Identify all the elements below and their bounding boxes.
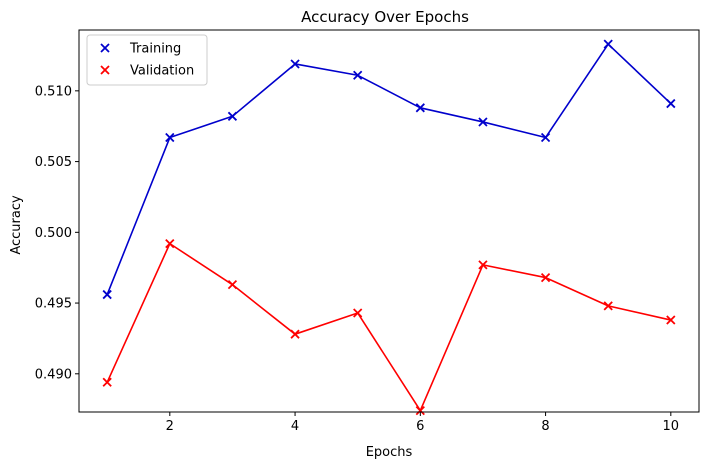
y-tick-label: 0.495 [35, 297, 72, 312]
training-legend-marker [100, 43, 110, 53]
x-axis-label: Epochs [366, 445, 413, 460]
training-point [666, 98, 676, 109]
training-legend-label: Training [129, 42, 181, 57]
legend-box [86, 34, 208, 86]
training-point [102, 289, 112, 300]
validation-series-line [106, 242, 671, 412]
training-point [290, 59, 300, 69]
validation-point [165, 239, 175, 249]
series-layer [102, 39, 676, 416]
validation-point [290, 329, 300, 339]
x-tick-label: 6 [416, 419, 424, 434]
x-tick-label: 8 [541, 419, 549, 434]
training-point [165, 132, 175, 143]
y-tick-label: 0.510 [35, 84, 72, 99]
training-point [603, 39, 613, 49]
training-point [540, 132, 551, 143]
chart-title: Accuracy Over Epochs [301, 8, 469, 26]
validation-point [603, 301, 613, 311]
plot-area-frame [78, 29, 700, 413]
validation-point [227, 280, 238, 290]
validation-point [102, 377, 112, 387]
training-point [478, 117, 488, 127]
y-tick-label: 0.500 [35, 226, 72, 241]
validation-legend-label: Validation [130, 64, 194, 79]
validation-point [415, 405, 425, 416]
y-tick-label: 0.490 [35, 367, 72, 382]
validation-point [540, 272, 551, 283]
training-series-line [106, 43, 672, 295]
validation-point [353, 308, 363, 318]
x-tick-label: 4 [291, 419, 299, 434]
training-point [227, 111, 238, 121]
validation-point [478, 260, 488, 270]
legend-entries: Training Validation [100, 42, 194, 79]
x-tick-label: 2 [166, 419, 174, 434]
training-point [415, 103, 425, 113]
y-axis-label: Accuracy [9, 195, 24, 255]
x-tick-label: 10 [663, 419, 680, 434]
y-tick-label: 0.505 [35, 155, 72, 170]
x-axis-ticks: 2 4 6 8 10 [166, 412, 679, 434]
validation-point [666, 315, 676, 325]
legend: Training Validation [86, 34, 208, 86]
training-point [353, 70, 363, 80]
y-axis-ticks: 0.490 0.495 0.500 0.505 0.510 [35, 84, 79, 382]
validation-legend-marker [100, 65, 110, 75]
